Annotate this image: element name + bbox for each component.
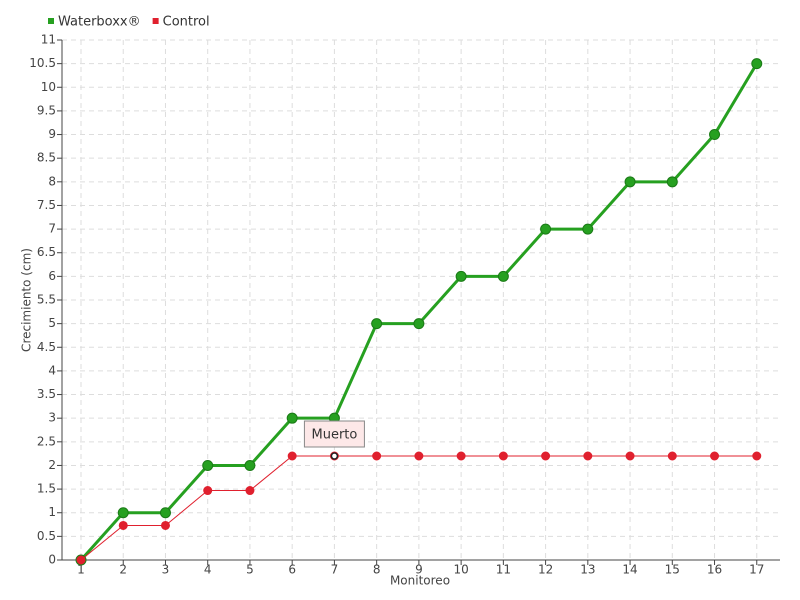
data-point — [118, 520, 128, 530]
y-tick-label: 2.5 — [37, 434, 56, 448]
y-tick-label: 7 — [48, 222, 56, 236]
data-point — [751, 58, 763, 70]
y-tick-label: 5 — [48, 316, 56, 330]
data-point — [76, 555, 86, 565]
y-tick-label: 1.5 — [37, 482, 56, 496]
data-point — [497, 270, 509, 282]
data-point — [244, 459, 256, 471]
y-tick-label: 7.5 — [37, 198, 56, 212]
data-point — [202, 459, 214, 471]
data-point — [286, 412, 298, 424]
y-tick-label: 3.5 — [37, 387, 56, 401]
data-point — [583, 451, 593, 461]
y-tick-label: 4 — [48, 363, 56, 377]
y-axis-label: Crecimiento (cm) — [20, 248, 34, 352]
data-point — [413, 318, 425, 330]
y-tick-label: 6.5 — [37, 245, 56, 259]
legend-swatch — [48, 18, 54, 24]
x-axis-label: Monitoreo — [390, 574, 450, 588]
data-point — [624, 176, 636, 188]
y-tick-label: 6 — [48, 269, 56, 283]
data-point — [498, 451, 508, 461]
data-point — [666, 176, 678, 188]
y-tick-label: 3 — [48, 411, 56, 425]
x-tick-label: 5 — [246, 563, 254, 577]
y-tick-label: 9.5 — [37, 103, 56, 117]
y-tick-label: 0.5 — [37, 529, 56, 543]
y-tick-label: 1 — [48, 505, 56, 519]
annotated-point — [330, 452, 339, 460]
annotation-text: Muerto — [311, 428, 357, 443]
data-point — [710, 451, 720, 461]
x-tick-label: 3 — [162, 563, 170, 577]
data-point — [667, 451, 677, 461]
data-point — [160, 520, 170, 530]
data-point — [371, 318, 383, 330]
data-point — [541, 451, 551, 461]
data-point — [582, 223, 594, 235]
x-tick-label: 1 — [77, 563, 85, 577]
data-point — [456, 451, 466, 461]
x-tick-label: 8 — [373, 563, 381, 577]
x-tick-label: 7 — [331, 563, 339, 577]
y-tick-label: 0 — [48, 553, 56, 567]
y-tick-label: 11 — [41, 33, 56, 47]
data-point — [752, 451, 762, 461]
x-tick-label: 6 — [288, 563, 296, 577]
x-tick-label: 4 — [204, 563, 212, 577]
data-point — [372, 451, 382, 461]
x-tick-label: 17 — [749, 563, 764, 577]
x-tick-label: 15 — [665, 563, 680, 577]
data-point — [709, 129, 721, 141]
x-tick-label: 14 — [622, 563, 637, 577]
data-point — [245, 486, 255, 496]
data-point — [159, 507, 171, 519]
x-tick-label: 9 — [415, 563, 423, 577]
legend-label: Waterboxx® — [58, 15, 141, 30]
y-tick-label: 4.5 — [37, 340, 56, 354]
y-tick-label: 9 — [48, 127, 56, 141]
y-tick-label: 5.5 — [37, 293, 56, 307]
x-tick-label: 12 — [538, 563, 553, 577]
x-tick-label: 16 — [707, 563, 722, 577]
x-tick-label: 10 — [453, 563, 468, 577]
x-tick-label: 11 — [496, 563, 511, 577]
y-tick-label: 2 — [48, 458, 56, 472]
legend-swatch — [152, 18, 159, 24]
y-tick-label: 10 — [41, 80, 56, 94]
legend-label: Control — [163, 15, 210, 30]
annotation-box — [303, 420, 365, 448]
data-point — [117, 507, 129, 519]
data-point — [203, 486, 213, 496]
data-point — [287, 451, 297, 461]
x-tick-label: 2 — [119, 563, 127, 577]
data-point — [455, 270, 467, 282]
data-point — [625, 451, 635, 461]
data-point — [414, 451, 424, 461]
data-point — [540, 223, 552, 235]
y-tick-label: 8.5 — [37, 151, 56, 165]
x-tick-label: 13 — [580, 563, 595, 577]
y-tick-label: 10.5 — [29, 56, 56, 70]
y-tick-label: 8 — [48, 174, 56, 188]
